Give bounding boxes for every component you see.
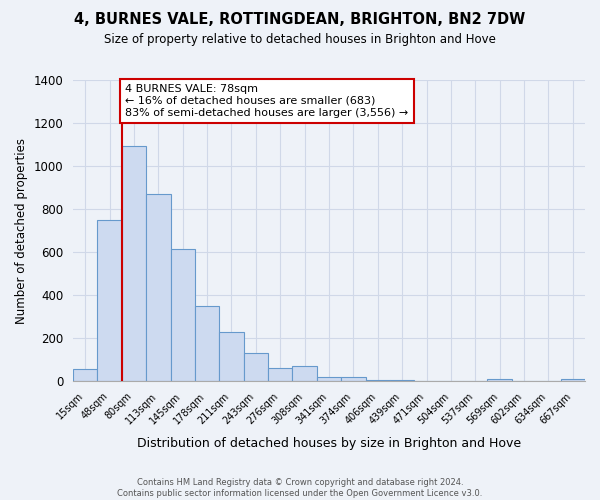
Text: Contains HM Land Registry data © Crown copyright and database right 2024.
Contai: Contains HM Land Registry data © Crown c… [118, 478, 482, 498]
Bar [146, 194, 170, 382]
Bar [487, 379, 512, 382]
Text: 4 BURNES VALE: 78sqm
← 16% of detached houses are smaller (683)
83% of semi-deta: 4 BURNES VALE: 78sqm ← 16% of detached h… [125, 84, 409, 117]
Bar [341, 377, 365, 382]
Bar [560, 379, 585, 382]
Text: 4, BURNES VALE, ROTTINGDEAN, BRIGHTON, BN2 7DW: 4, BURNES VALE, ROTTINGDEAN, BRIGHTON, B… [74, 12, 526, 28]
Y-axis label: Number of detached properties: Number of detached properties [15, 138, 28, 324]
Bar [195, 306, 220, 382]
Bar [317, 377, 341, 382]
Bar [170, 249, 195, 382]
Bar [73, 370, 97, 382]
Text: Size of property relative to detached houses in Brighton and Hove: Size of property relative to detached ho… [104, 32, 496, 46]
Bar [292, 366, 317, 382]
Bar [390, 380, 415, 382]
Bar [220, 332, 244, 382]
Bar [244, 354, 268, 382]
Bar [97, 220, 122, 382]
Bar [122, 146, 146, 382]
X-axis label: Distribution of detached houses by size in Brighton and Hove: Distribution of detached houses by size … [137, 437, 521, 450]
Bar [268, 368, 292, 382]
Bar [365, 380, 390, 382]
